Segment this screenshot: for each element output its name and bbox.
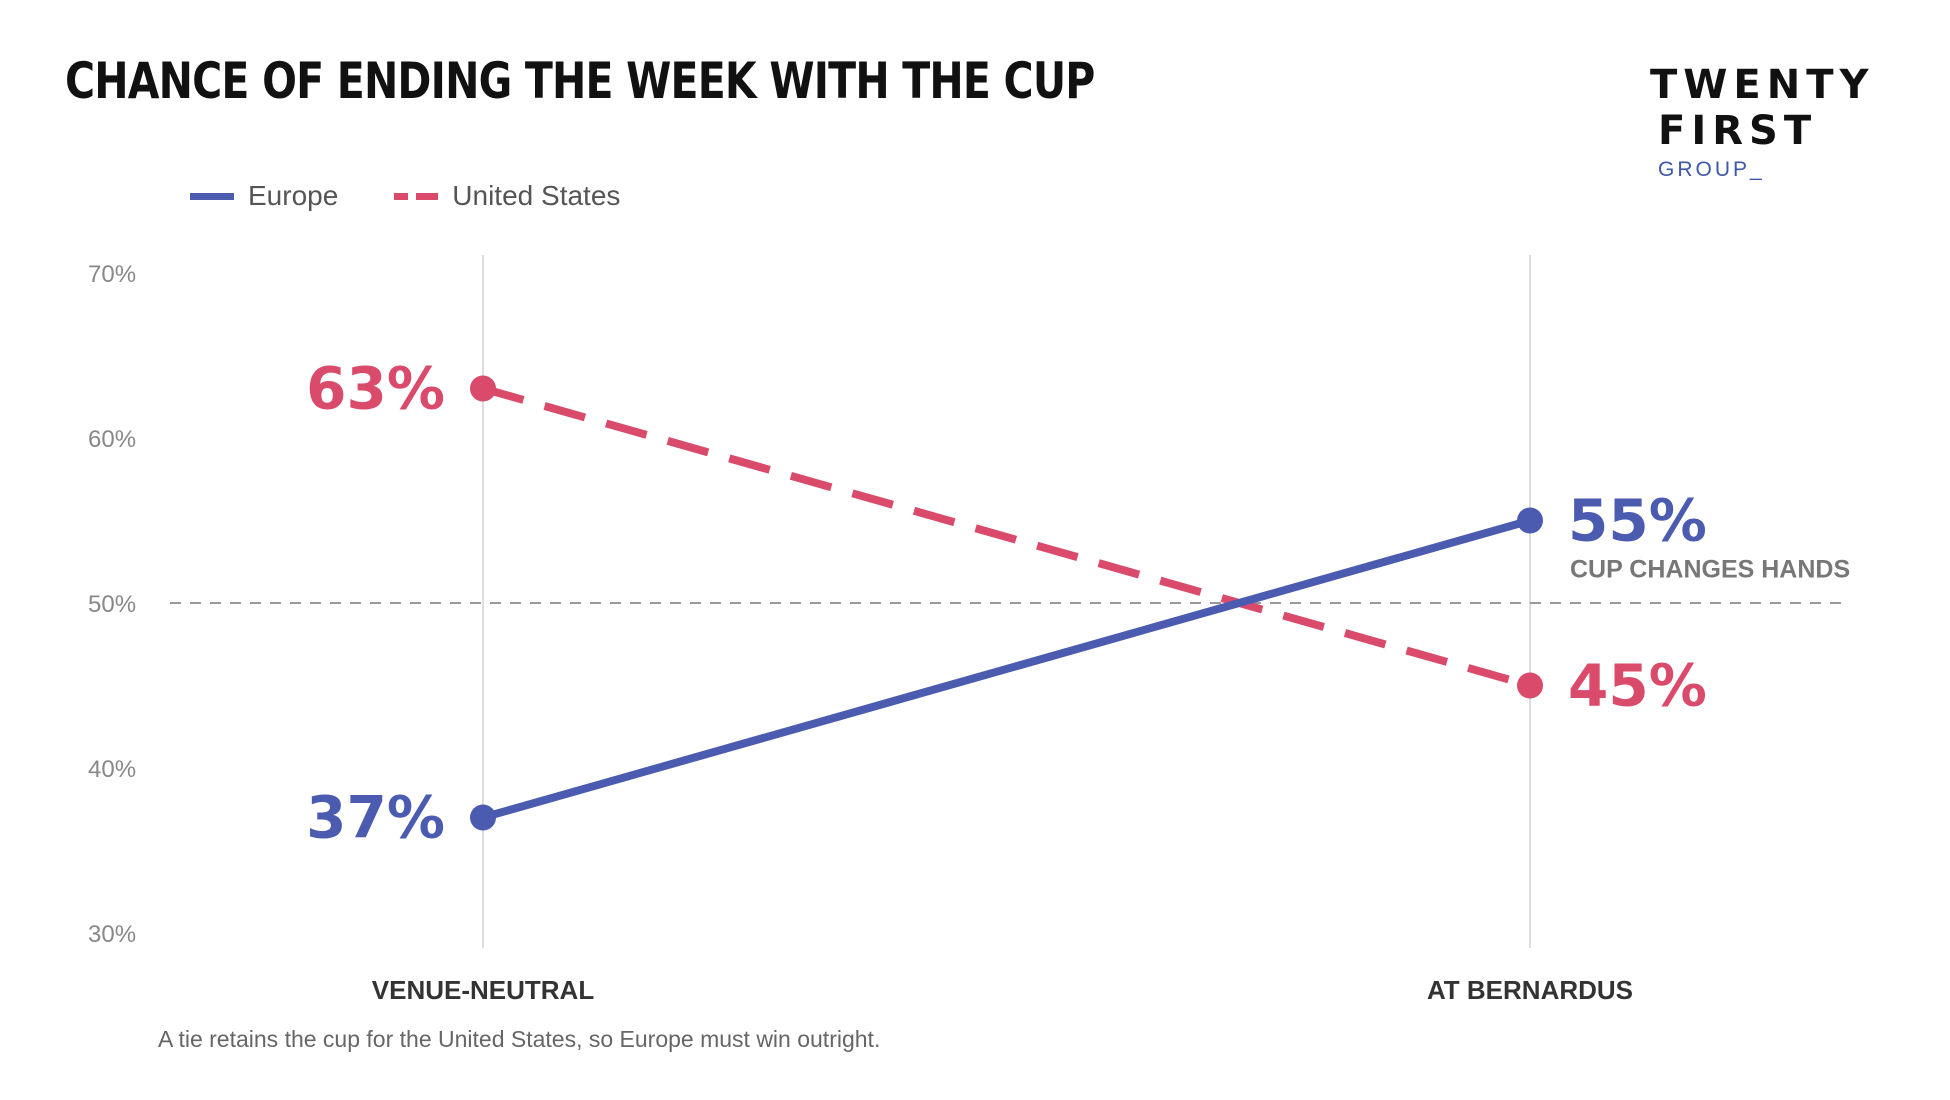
data-label: 45% bbox=[1568, 652, 1707, 720]
legend-swatch-united-states bbox=[394, 192, 439, 200]
data-label: 63% bbox=[306, 355, 445, 423]
x-tick-label: AT BERNARDUS bbox=[1427, 975, 1633, 1005]
y-tick-label: 50% bbox=[88, 591, 136, 618]
data-point-united-states bbox=[470, 375, 496, 402]
legend: Europe United States bbox=[190, 180, 676, 212]
y-tick-label: 70% bbox=[88, 261, 136, 288]
series-line-europe bbox=[481, 516, 1532, 822]
footnote: A tie retains the cup for the United Sta… bbox=[158, 1026, 881, 1052]
chart-title: CHANCE OF ENDING THE WEEK WITH THE CUP bbox=[65, 52, 1095, 110]
twenty-first-group-logo: TWENTY FIRST GROUP_ bbox=[1650, 62, 1880, 182]
legend-label-europe: Europe bbox=[248, 180, 339, 211]
legend-item-europe: Europe bbox=[190, 180, 338, 212]
x-tick-label: VENUE-NEUTRAL bbox=[372, 975, 595, 1005]
series-line-united-states bbox=[481, 384, 1532, 690]
y-tick-label: 60% bbox=[88, 426, 136, 453]
legend-swatch-europe bbox=[190, 192, 234, 200]
logo-line-3: GROUP_ bbox=[1658, 158, 1765, 181]
data-label: 55% bbox=[1568, 487, 1707, 555]
data-point-europe bbox=[1517, 507, 1543, 534]
y-tick-label: 40% bbox=[88, 756, 136, 783]
logo-line-2: FIRST bbox=[1658, 108, 1818, 154]
legend-item-united-states: United States bbox=[394, 180, 620, 212]
data-label: 37% bbox=[306, 784, 445, 852]
data-point-europe bbox=[470, 804, 496, 831]
data-point-united-states bbox=[1517, 672, 1543, 699]
logo-line-1: TWENTY bbox=[1650, 62, 1875, 108]
annotation-cup-changes-hands: CUP CHANGES HANDS bbox=[1570, 556, 1850, 584]
legend-label-united-states: United States bbox=[452, 180, 621, 211]
y-tick-label: 30% bbox=[88, 921, 136, 948]
